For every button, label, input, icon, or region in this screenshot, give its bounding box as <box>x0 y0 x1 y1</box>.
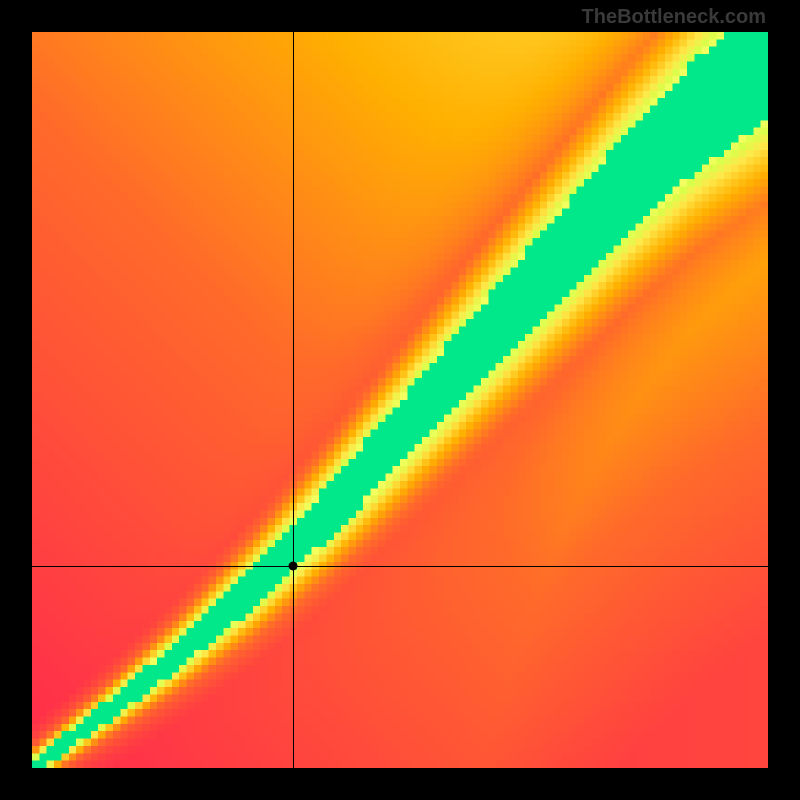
crosshair-marker <box>289 561 298 570</box>
crosshair-vertical <box>293 32 294 768</box>
watermark-text: TheBottleneck.com <box>582 6 766 29</box>
heatmap-plot <box>32 32 768 768</box>
crosshair-horizontal <box>32 566 768 567</box>
heatmap-canvas <box>32 32 768 768</box>
